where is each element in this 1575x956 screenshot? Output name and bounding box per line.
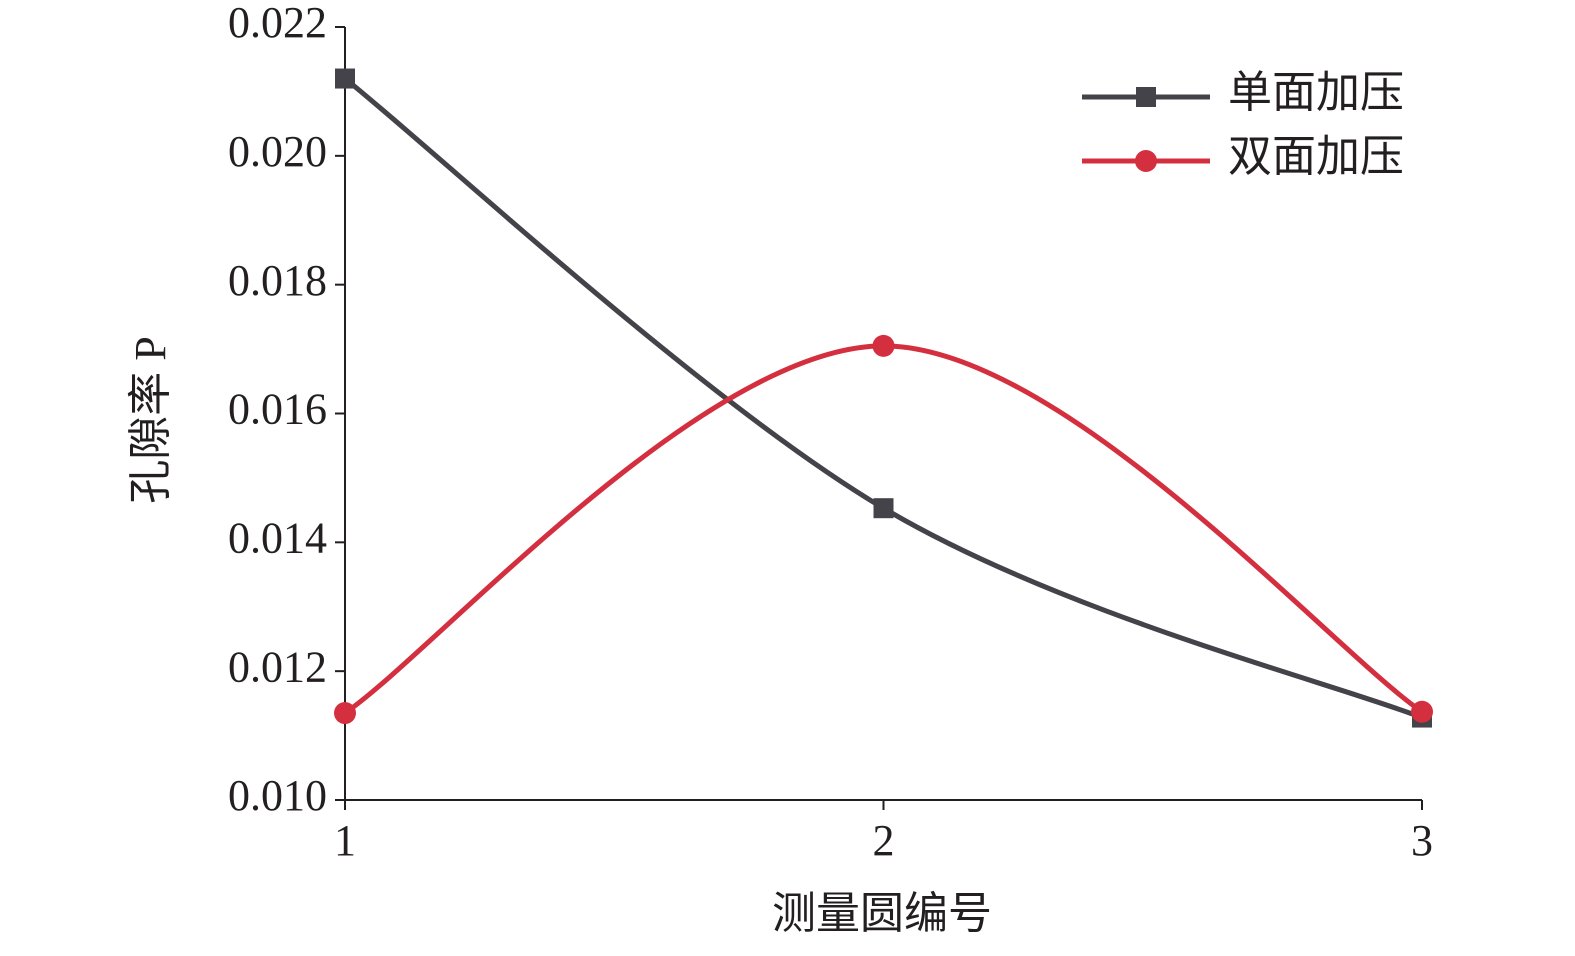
y-tick-label: 0.010 (228, 771, 327, 820)
x-axis-label: 测量圆编号 (772, 889, 992, 938)
x-tick-label: 2 (873, 816, 895, 865)
marker (1136, 87, 1156, 107)
marker (1135, 150, 1157, 172)
y-tick-label: 0.022 (228, 0, 327, 47)
legend-label: 单面加压 (1228, 68, 1404, 117)
legend-label: 双面加压 (1228, 132, 1404, 181)
y-tick-label: 0.014 (228, 513, 327, 562)
y-tick-label: 0.020 (228, 127, 327, 176)
x-tick-label: 3 (1411, 816, 1433, 865)
marker (335, 68, 355, 89)
series-line (343, 343, 1424, 716)
marker (1411, 700, 1433, 723)
y-axis-label: 孔隙率 P (126, 336, 175, 503)
marker (873, 498, 894, 519)
y-tick-label: 0.012 (228, 642, 327, 691)
y-tick-label: 0.016 (228, 385, 327, 434)
x-tick-label: 1 (334, 816, 356, 865)
marker (872, 334, 895, 357)
y-tick-label: 0.018 (228, 256, 327, 305)
marker (334, 702, 356, 725)
